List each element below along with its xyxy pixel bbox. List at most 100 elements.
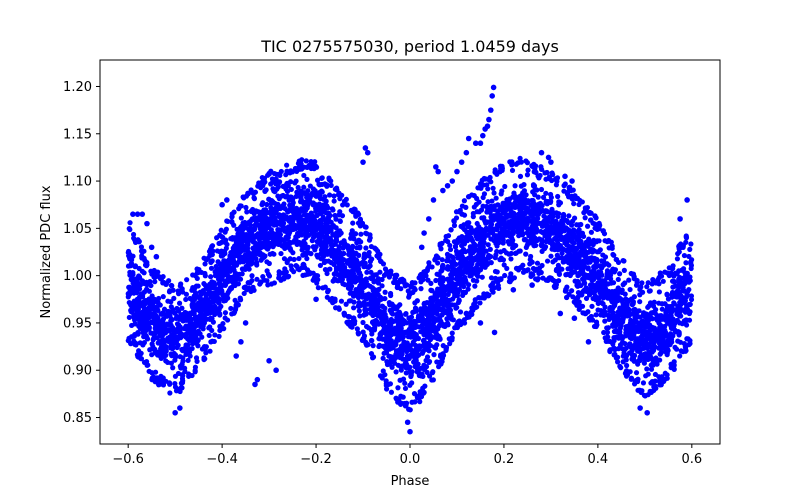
data-point: [532, 267, 538, 273]
data-point: [649, 347, 655, 353]
data-point: [312, 163, 319, 169]
data-point: [635, 387, 641, 393]
data-point: [448, 316, 455, 322]
data-point: [269, 214, 276, 220]
data-point: [566, 194, 572, 200]
data-point: [217, 327, 223, 334]
data-point: [568, 262, 574, 269]
data-point: [521, 182, 527, 188]
data-point: [449, 264, 455, 270]
data-point: [656, 289, 662, 295]
data-point: [303, 158, 309, 164]
data-point: [439, 240, 445, 246]
data-point: [293, 193, 299, 200]
data-point: [305, 202, 311, 208]
data-point: [431, 304, 437, 310]
data-point: [517, 173, 524, 179]
data-point: [174, 344, 180, 351]
data-point: [203, 350, 209, 356]
data-point: [374, 253, 380, 259]
data-point: [248, 257, 254, 264]
data-point: [150, 346, 156, 352]
data-point: [480, 251, 486, 257]
data-point: [504, 265, 510, 272]
data-point: [530, 197, 536, 204]
data-point: [435, 298, 441, 305]
data-point: [291, 206, 297, 213]
data-point: [235, 231, 241, 237]
data-point: [371, 319, 377, 325]
data-point: [598, 281, 604, 288]
data-point: [279, 212, 285, 219]
data-point: [574, 301, 580, 307]
data-point: [175, 308, 182, 314]
data-point: [180, 355, 186, 361]
data-point: [181, 314, 187, 320]
data-point: [433, 277, 439, 284]
data-point: [315, 254, 321, 260]
data-point: [583, 295, 590, 302]
data-point: [502, 230, 509, 236]
data-point: [438, 246, 444, 252]
data-point: [326, 192, 333, 198]
data-point: [371, 327, 378, 333]
data-point: [472, 270, 478, 276]
data-point: [659, 301, 665, 307]
data-point: [420, 338, 427, 344]
data-point: [141, 255, 147, 261]
data-point: [390, 311, 396, 317]
data-point: [664, 352, 670, 358]
data-point: [217, 266, 223, 272]
data-point: [383, 349, 390, 356]
data-point: [292, 237, 298, 243]
data-point: [559, 255, 565, 261]
data-point: [246, 266, 252, 272]
data-point: [212, 311, 218, 318]
data-point: [683, 322, 690, 328]
data-point: [263, 210, 269, 216]
data-point: [541, 213, 547, 219]
data-point: [654, 361, 660, 367]
data-point: [447, 242, 453, 249]
data-point: [384, 268, 390, 275]
data-point: [457, 271, 463, 277]
data-point: [362, 224, 368, 230]
data-point: [266, 218, 272, 225]
data-point: [234, 240, 240, 246]
data-point: [460, 238, 466, 244]
data-point: [292, 180, 298, 186]
data-point: [441, 284, 447, 290]
data-point: [597, 263, 603, 269]
data-point: [601, 308, 607, 314]
data-point: [630, 327, 636, 333]
data-point: [223, 226, 229, 232]
data-point: [379, 309, 385, 315]
data-point: [208, 265, 215, 271]
data-point: [136, 238, 142, 245]
data-point: [139, 292, 146, 299]
data-point: [320, 202, 327, 208]
data-point: [228, 305, 234, 312]
data-point: [422, 304, 428, 311]
data-point: [232, 297, 238, 303]
data-point: [445, 291, 451, 297]
data-point: [438, 352, 444, 358]
data-point: [236, 206, 242, 212]
data-point: [531, 242, 537, 248]
data-point: [462, 260, 468, 266]
data-point: [626, 277, 632, 283]
data-point: [643, 338, 649, 345]
data-point: [483, 203, 490, 210]
data-point: [344, 202, 350, 208]
data-point: [340, 281, 346, 287]
data-point: [363, 339, 369, 345]
data-point: [436, 316, 442, 322]
data-point: [388, 322, 394, 329]
data-point: [562, 288, 568, 294]
data-point: [239, 266, 245, 272]
data-point: [676, 246, 682, 252]
data-point: [168, 299, 174, 305]
data-point: [204, 302, 211, 309]
data-point: [552, 176, 559, 182]
data-point: [395, 335, 402, 341]
